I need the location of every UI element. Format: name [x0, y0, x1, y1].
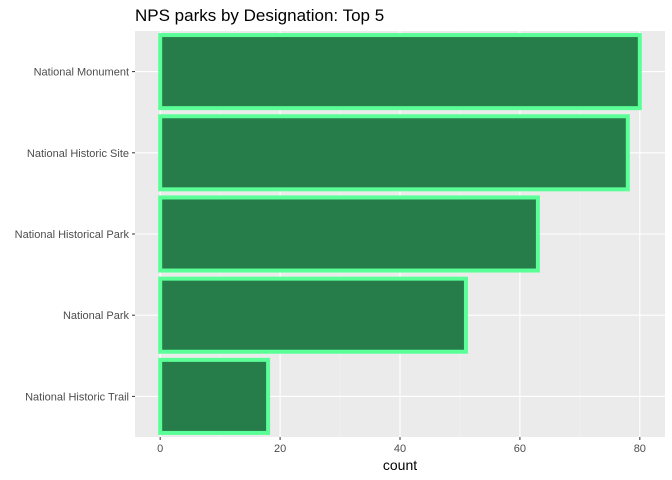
chart-title: NPS parks by Designation: Top 5 — [135, 6, 384, 25]
bar-national-monument — [158, 33, 642, 111]
y-tick-label: National Monument — [34, 67, 129, 79]
x-tick-label: 40 — [394, 443, 406, 455]
x-tick-label: 80 — [634, 443, 646, 455]
bar-national-historical-park — [158, 195, 540, 273]
x-axis-title: count — [383, 457, 417, 473]
y-axis: National Monument National Historic Site N… — [15, 67, 135, 403]
bar-national-historic-site — [158, 114, 630, 192]
x-tick-label: 20 — [274, 443, 286, 455]
y-tick-label: National Historical Park — [15, 229, 130, 241]
bar-national-historic-trail — [158, 357, 271, 435]
y-tick-label: National Historic Site — [27, 148, 129, 160]
x-axis: 0 20 40 60 80 — [157, 437, 646, 455]
x-tick-label: 0 — [157, 443, 163, 455]
y-tick-label: National Park — [63, 310, 130, 322]
x-tick-label: 60 — [514, 443, 526, 455]
bars — [158, 33, 642, 435]
y-tick-label: National Historic Trail — [25, 391, 129, 403]
bar-national-park — [158, 276, 468, 354]
